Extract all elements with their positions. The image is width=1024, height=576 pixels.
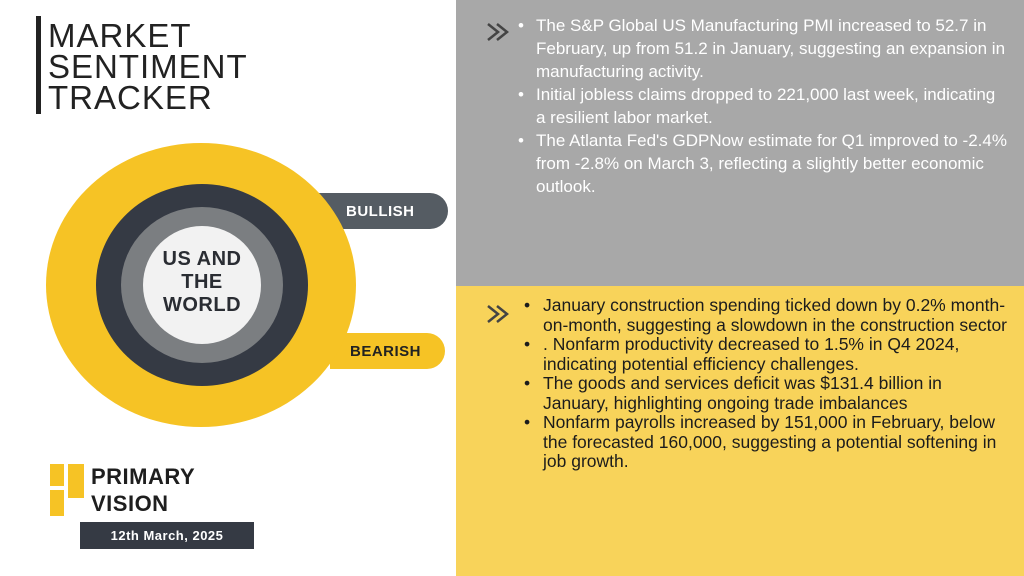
title-line: TRACKER bbox=[48, 79, 213, 116]
bearish-list: January construction spending ticked dow… bbox=[524, 295, 1010, 472]
list-item: The Atlanta Fed's GDPNow estimate for Q1… bbox=[518, 129, 1008, 198]
page-title: MARKET SENTIMENT TRACKER bbox=[48, 17, 248, 116]
bullish-label: BULLISH bbox=[346, 203, 415, 220]
bullish-list: The S&P Global US Manufacturing PMI incr… bbox=[518, 14, 1008, 198]
center-label-line: THE bbox=[181, 271, 223, 293]
brand-line: PRIMARY bbox=[91, 464, 196, 489]
brand-name: PRIMARY VISION bbox=[91, 463, 195, 517]
list-item: The goods and services deficit was $131.… bbox=[524, 373, 1010, 413]
center-label-line: WORLD bbox=[162, 294, 242, 316]
list-item: Nonfarm payrolls increased by 151,000 in… bbox=[524, 412, 1010, 472]
bullish-panel: The S&P Global US Manufacturing PMI incr… bbox=[456, 0, 1024, 286]
list-item: . Nonfarm productivity decreased to 1.5%… bbox=[524, 334, 1010, 374]
list-item: The S&P Global US Manufacturing PMI incr… bbox=[518, 14, 1008, 83]
double-chevron-right-icon bbox=[487, 23, 510, 41]
list-item: Initial jobless claims dropped to 221,00… bbox=[518, 83, 1008, 129]
double-chevron-right-icon bbox=[487, 305, 510, 323]
brand-line: VISION bbox=[91, 491, 169, 516]
center-label-line: US AND bbox=[162, 248, 242, 270]
title-accent-bar bbox=[36, 16, 41, 114]
bearish-tab: BEARISH bbox=[330, 333, 445, 369]
title-line: SENTIMENT bbox=[48, 48, 248, 85]
bearish-panel: January construction spending ticked dow… bbox=[456, 286, 1024, 576]
date-badge: 12th March, 2025 bbox=[80, 522, 254, 549]
bearish-label: BEARISH bbox=[350, 343, 422, 360]
primary-vision-logo-icon bbox=[50, 464, 84, 516]
center-label: US AND THE WORLD bbox=[143, 248, 261, 317]
title-line: MARKET bbox=[48, 17, 192, 54]
list-item: January construction spending ticked dow… bbox=[524, 295, 1010, 335]
center-circle bbox=[143, 226, 261, 344]
left-panel: MARKET SENTIMENT TRACKER BULLISH BEARISH… bbox=[0, 0, 456, 576]
